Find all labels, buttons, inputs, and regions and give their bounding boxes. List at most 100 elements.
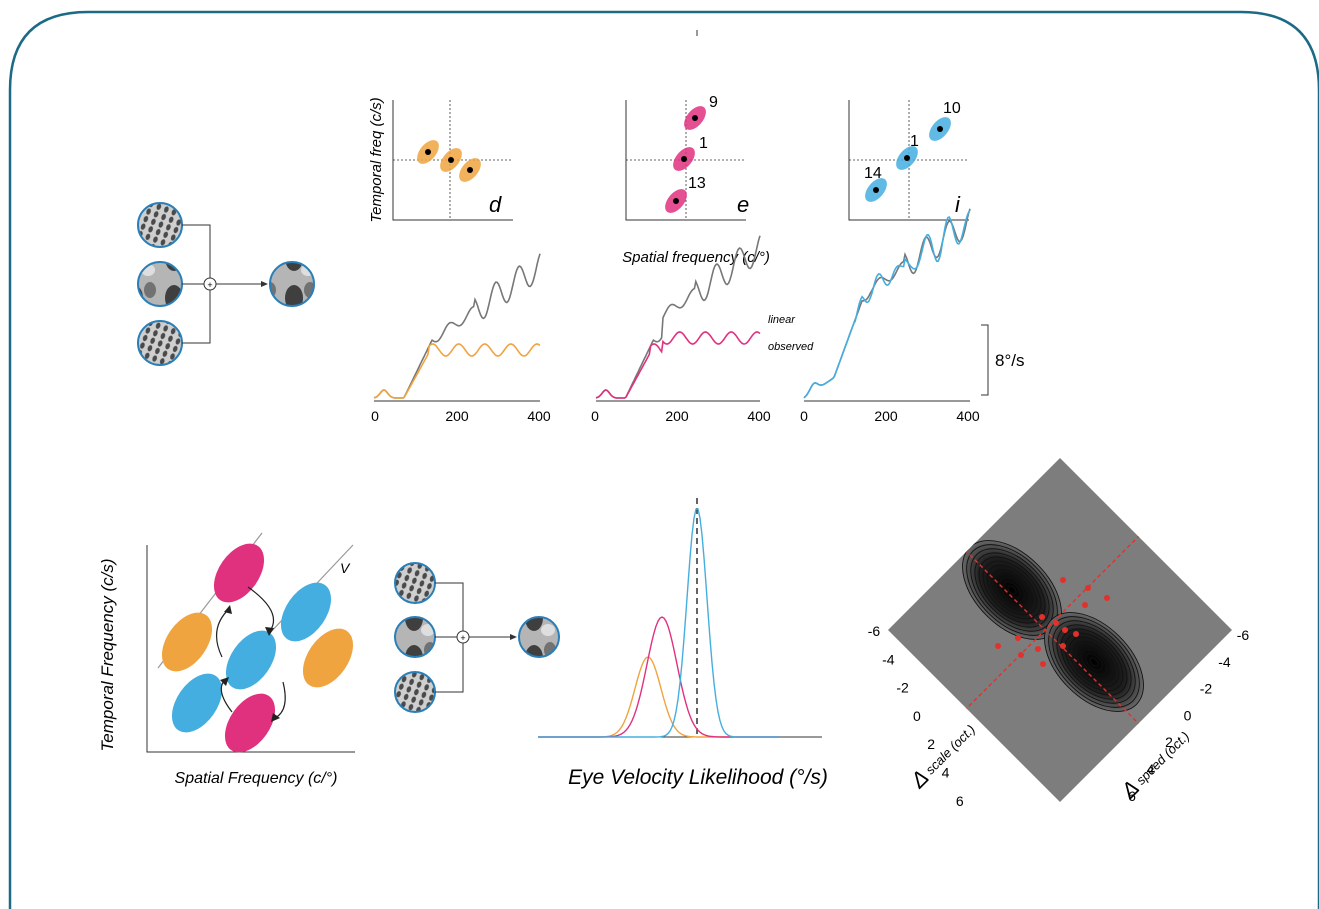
contour-line [990, 568, 1034, 612]
figure-frame [8, 10, 1319, 909]
likelihood-xlabel: Eye Velocity Likelihood (°/s) [568, 766, 828, 789]
trace-panel-e: 0 200 400 linear observed [591, 235, 814, 424]
speed-tick-label: -2 [1200, 681, 1213, 697]
x-tick-0: 0 [800, 408, 808, 424]
compound-stimulus [269, 261, 315, 307]
contour-line [986, 564, 1038, 616]
filter-ellipse [171, 673, 223, 733]
x-tick-0: 0 [371, 408, 379, 424]
scale-tick-label: -6 [868, 623, 881, 639]
data-point [1039, 614, 1045, 620]
svg-text:speed (oct.): speed (oct.) [1133, 729, 1192, 788]
panel-letter-e: e [737, 192, 749, 217]
speed-tick-label: 2 [1165, 734, 1173, 750]
rf-center-dot [692, 115, 698, 121]
filter-ellipse [302, 628, 354, 688]
data-point [1053, 620, 1059, 626]
panel-letter-i: i [955, 192, 961, 217]
speed-tick-label: 0 [1184, 707, 1192, 723]
data-point [1085, 585, 1091, 591]
data-point [1073, 631, 1079, 637]
filter-ellipse [280, 582, 332, 642]
scale-bar-label: 8°/s [995, 351, 1024, 370]
point-label-1: 1 [699, 135, 708, 152]
top-xlabel: Spatial frequency (c/°) [622, 249, 770, 266]
panel-e: 9 1 13 e [625, 94, 749, 221]
speed-tick-label: -6 [1237, 627, 1250, 643]
contour-line [982, 560, 1042, 620]
data-point [1104, 595, 1110, 601]
point-label-14: 14 [864, 165, 882, 182]
rf-center-dot [673, 198, 679, 204]
legend-observed: observed [768, 341, 814, 353]
filter-ellipse [225, 630, 277, 690]
scale-tick-label: -2 [896, 680, 909, 696]
x-tick-200: 200 [445, 408, 469, 424]
contour-line [1007, 585, 1017, 595]
contour-line [1044, 612, 1144, 712]
grating-stimulus-1 [394, 562, 436, 604]
rf-center-dot [467, 167, 473, 173]
svg-text:+: + [207, 280, 212, 290]
contour-line [1060, 628, 1128, 696]
trace-panel-i: 0 200 400 [800, 208, 980, 424]
scale-tick-label: -4 [882, 651, 895, 667]
contour-line [1003, 581, 1021, 599]
data-point [1018, 652, 1024, 658]
x-tick-200: 200 [665, 408, 689, 424]
x-tick-200: 200 [874, 408, 898, 424]
scale-bar: 8°/s [981, 324, 1024, 396]
contour-line [999, 577, 1025, 603]
rf-center-dot [904, 155, 910, 161]
bottom-left-ylabel: Temporal Frequency (c/s) [98, 558, 117, 751]
stimulus-sum-diagram-top: + [137, 202, 315, 366]
contour-line [1081, 649, 1107, 675]
data-point [995, 643, 1001, 649]
point-label-13: 13 [688, 175, 706, 192]
x-tick-400: 400 [527, 408, 551, 424]
grating-stimulus-1 [137, 202, 183, 248]
trace-panel-d: 0 200 400 [371, 253, 551, 424]
contour-line [995, 573, 1029, 607]
speed-tick-label: 4 [1147, 761, 1155, 777]
scale-tick-label: 6 [956, 793, 964, 809]
rf-center-dot [425, 149, 431, 155]
x-tick-400: 400 [747, 408, 771, 424]
likelihood-plot: Eye Velocity Likelihood (°/s) [538, 498, 828, 789]
rf-center-dot [873, 187, 879, 193]
rf-center-dot [937, 126, 943, 132]
right-axis-title: Δ speed (oct.) [1115, 729, 1192, 804]
compound-stimulus [518, 616, 560, 658]
data-point [1040, 661, 1046, 667]
filter-ellipse [213, 543, 265, 603]
line-label-v: V [340, 560, 351, 576]
contour-line [1089, 657, 1099, 667]
speed-tick-label: -4 [1218, 654, 1231, 670]
grating-stimulus-2 [137, 261, 183, 307]
x-tick-0: 0 [591, 408, 599, 424]
filter-ellipse [161, 612, 213, 672]
scale-tick-label: 2 [927, 736, 935, 752]
contour-line [1085, 653, 1103, 671]
x-tick-400: 400 [956, 408, 980, 424]
contour-line [1072, 640, 1116, 684]
point-label-9: 9 [709, 94, 718, 111]
data-point [1015, 635, 1021, 641]
scale-tick-label: 4 [942, 765, 950, 781]
bottom-left-xlabel: Spatial Frequency (c/°) [175, 770, 338, 787]
top-ylabel: Temporal freq (c/s) [368, 97, 385, 222]
rf-center-dot [681, 156, 687, 162]
contour-line [974, 552, 1050, 628]
data-point [1060, 643, 1066, 649]
point-label-10: 10 [943, 100, 961, 117]
panel-i: 10 1 14 i [848, 100, 969, 221]
stimulus-sum-diagram-bottom: + [394, 562, 560, 713]
speed-tick-label: 6 [1128, 788, 1136, 804]
data-point [1082, 602, 1088, 608]
filter-ellipse [224, 693, 276, 753]
panel-letter-d: d [489, 192, 502, 217]
svg-text:+: + [460, 633, 465, 643]
frequency-diagram: V Spatial Frequency (c/°) Temporal Frequ… [98, 532, 355, 787]
contour-line [1068, 636, 1120, 688]
